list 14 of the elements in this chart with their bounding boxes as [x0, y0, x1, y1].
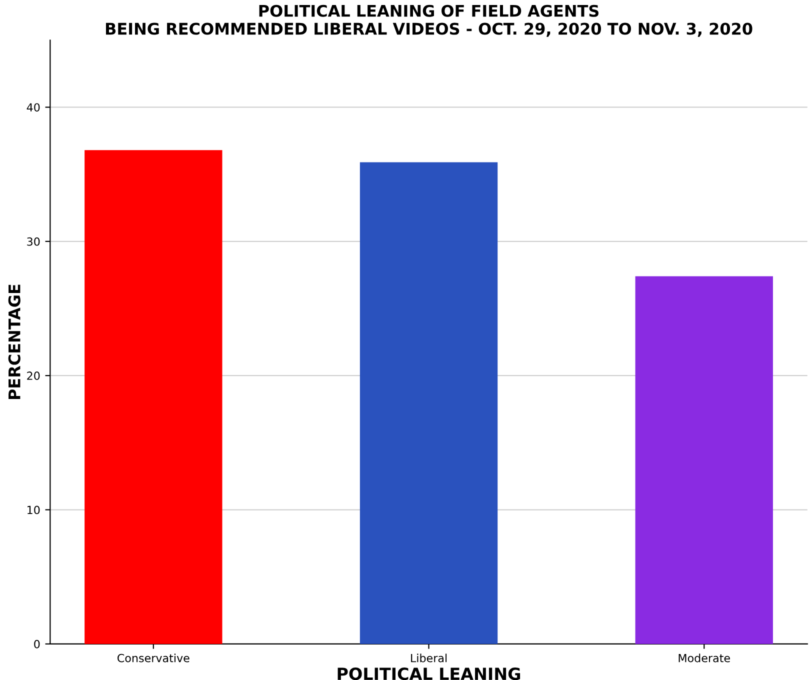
y-tick-label: 20 — [27, 372, 40, 380]
y-tick-label: 30 — [27, 237, 40, 246]
x-tick-label: Conservative — [118, 654, 190, 662]
bar — [84, 150, 222, 644]
y-tick-label: 0 — [34, 640, 40, 648]
chart-title: POLITICAL LEANING OF FIELD AGENTS BEING RECOMMENDED LIBERAL VIDEOS - OCT. 29, 2020 TO NOV. 3, 2020 — [106, 4, 752, 37]
bar — [635, 276, 773, 644]
x-tick-label: Moderate — [678, 654, 730, 662]
y-tick-label: 10 — [28, 506, 40, 514]
x-tick-label: Liberal — [411, 654, 447, 662]
y-tick-label: 40 — [26, 103, 40, 112]
x-axis-title: POLITICAL LEANING — [338, 668, 520, 680]
bar — [360, 162, 498, 644]
y-axis-title: PERCENTAGE — [8, 284, 20, 400]
